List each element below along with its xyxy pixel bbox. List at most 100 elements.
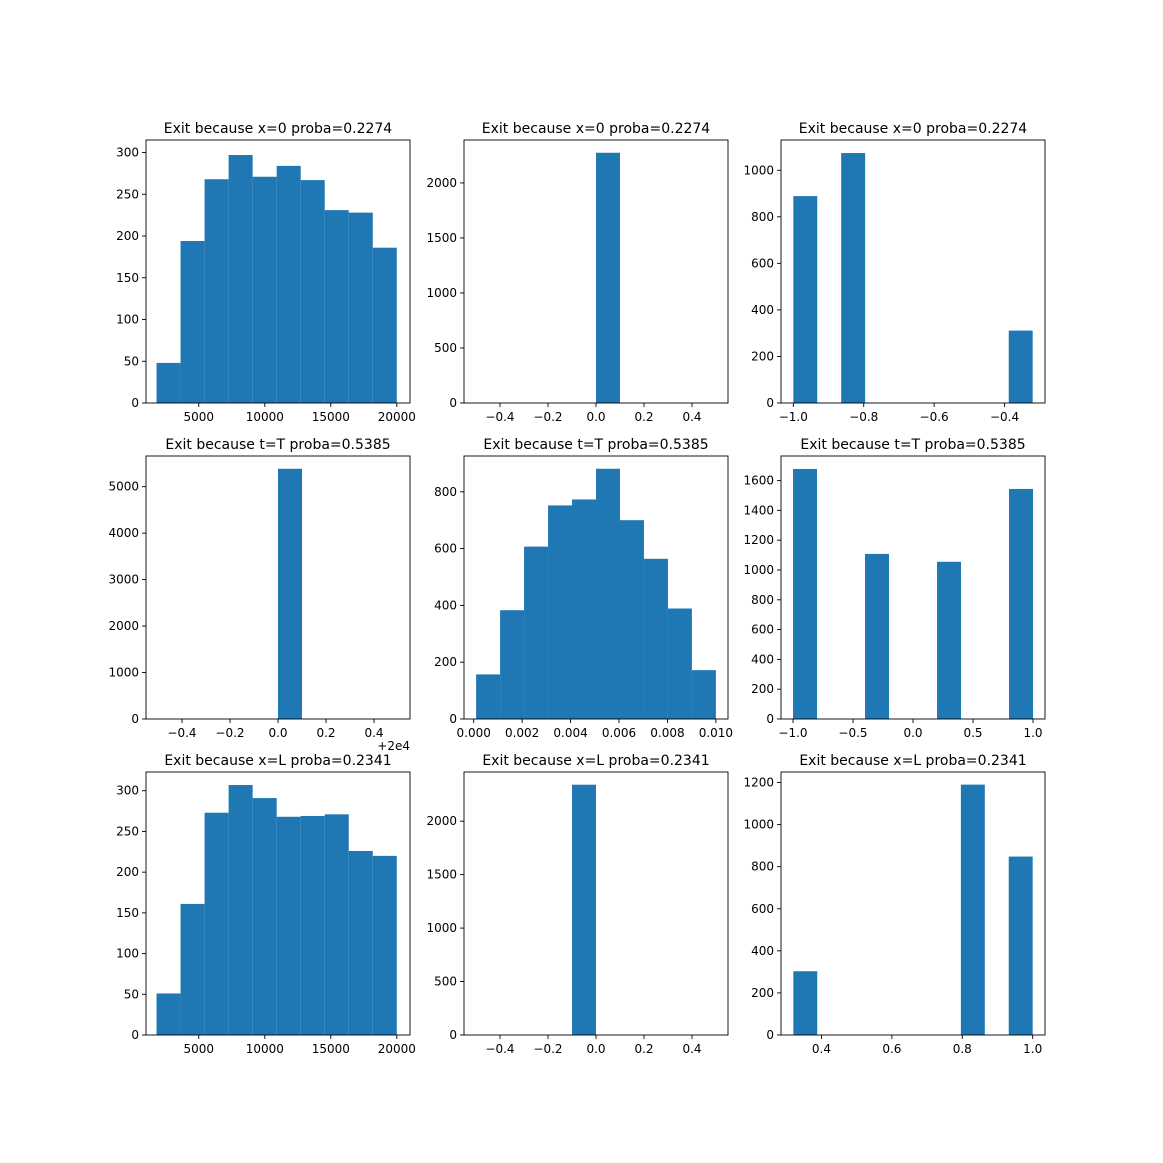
subplot-4-title: Exit because t=T proba=0.5385 — [165, 437, 390, 453]
subplot-2-xtick-label-2: −0.2 — [533, 410, 562, 424]
subplot-8-xtick-label-3: 0.0 — [586, 1042, 605, 1056]
subplot-6-ytick-label-7: 1200 — [743, 533, 774, 547]
subplot-5-xtick-label-1: 0.000 — [457, 726, 491, 740]
subplot-5-bar-2 — [500, 610, 525, 719]
subplot-1-bar-10 — [372, 247, 397, 403]
subplot-9-xtick-label-2: 0.6 — [882, 1042, 901, 1056]
subplot-6-ytick-label-8: 1400 — [743, 503, 774, 517]
subplot-1-bar-4 — [228, 155, 253, 403]
subplot-4-bar-1 — [278, 468, 302, 719]
subplot-3: −1.0 −0.8 −0.6 −0.4 0 200 400 600 800 1000 Exit be… — [743, 121, 1046, 424]
subplot-1-bar-7 — [300, 180, 325, 403]
subplot-4-ytick-label-5: 4000 — [108, 526, 139, 540]
subplot-8-title: Exit because x=L proba=0.2341 — [482, 753, 709, 769]
subplot-1-title: Exit because x=0 proba=0.2274 — [164, 121, 393, 137]
subplot-9-ytick-label-7: 1200 — [743, 776, 774, 790]
subplot-9-bar-3 — [1008, 856, 1033, 1035]
subplot-1-bar-1 — [156, 362, 181, 403]
subplot-2-xtick-label-3: 0.0 — [586, 410, 605, 424]
subplot-2-ytick-label-2: 500 — [434, 341, 457, 355]
subplot-2-ytick-label-3: 1000 — [426, 286, 457, 300]
subplot-3-bar-3 — [1008, 330, 1033, 403]
subplot-8-ytick-label-1: 0 — [449, 1028, 457, 1042]
subplot-9-bar-1 — [793, 971, 818, 1035]
subplot-4-xtick-label-4: 0.2 — [316, 726, 335, 740]
subplot-7-bar-7 — [300, 815, 325, 1035]
subplot-8-xtick-label-5: 0.4 — [682, 1042, 701, 1056]
subplot-9-frame — [780, 771, 1046, 1036]
subplot-3-title: Exit because x=0 proba=0.2274 — [799, 121, 1028, 137]
subplot-9-title: Exit because x=L proba=0.2341 — [799, 753, 1026, 769]
subplot-9-ytick-label-2: 200 — [751, 986, 774, 1000]
subplot-7-bar-5 — [252, 798, 277, 1035]
subplot-2-ytick-label-1: 0 — [449, 396, 457, 410]
subplot-1-bar-6 — [276, 165, 301, 403]
subplot-3-xtick-label-1: −1.0 — [779, 410, 808, 424]
subplot-1-frame — [145, 139, 411, 404]
subplot-9-xtick-label-1: 0.4 — [812, 1042, 831, 1056]
subplot-5-ytick-label-3: 400 — [434, 598, 457, 612]
subplot-9-ytick-label-6: 1000 — [743, 818, 774, 832]
subplot-6-ytick-label-1: 0 — [766, 712, 774, 726]
subplot-6-bar-1 — [793, 468, 817, 719]
subplot-4-xtick-label-3: 0.0 — [268, 726, 287, 740]
subplot-6-xtick-label-5: 1.0 — [1023, 726, 1042, 740]
subplot-3-ytick-label-6: 1000 — [743, 163, 774, 177]
subplot-7-bar-10 — [372, 855, 397, 1035]
subplot-7-bar-3 — [204, 812, 229, 1035]
subplot-8: −0.4 −0.2 0.0 0.2 0.4 0 500 1000 1500 2000 Exit be… — [426, 753, 729, 1056]
subplot-1-bar-8 — [324, 210, 349, 403]
subplot-4-x-offset-label: +2e4 — [377, 739, 410, 753]
subplot-6-ytick-label-2: 200 — [751, 682, 774, 696]
subplot-8-ytick-label-3: 1000 — [426, 921, 457, 935]
subplot-7-ytick-label-4: 150 — [116, 906, 139, 920]
subplot-4-ytick-label-1: 0 — [131, 712, 139, 726]
subplot-3-ytick-label-1: 0 — [766, 396, 774, 410]
subplot-7-xtick-label-2: 10000 — [246, 1042, 284, 1056]
subplot-5-xtick-label-5: 0.008 — [650, 726, 684, 740]
subplot-1-xtick-label-3: 15000 — [312, 410, 350, 424]
subplot-4-ytick-label-2: 1000 — [108, 666, 139, 680]
subplot-7-ytick-label-1: 0 — [131, 1028, 139, 1042]
subplot-9-ytick-label-5: 800 — [751, 860, 774, 874]
subplot-3-frame — [780, 139, 1046, 404]
subplot-1-xtick-label-4: 20000 — [378, 410, 416, 424]
subplot-3-xtick-label-4: −0.4 — [990, 410, 1019, 424]
subplot-5-bar-6 — [596, 468, 620, 719]
subplot-2-ytick-label-4: 1500 — [426, 231, 457, 245]
subplot-6-ytick-label-9: 1600 — [743, 474, 774, 488]
subplot-6-xtick-label-2: −0.5 — [838, 726, 867, 740]
subplot-7-bar-4 — [228, 785, 253, 1035]
subplot-3-ytick-label-4: 600 — [751, 256, 774, 270]
subplot-1-xtick-label-1: 5000 — [184, 410, 215, 424]
subplot-1-ytick-label-3: 100 — [116, 313, 139, 327]
subplot-7-bar-6 — [276, 816, 301, 1035]
subplot-5-ytick-label-2: 200 — [434, 655, 457, 669]
subplot-8-xtick-label-2: −0.2 — [533, 1042, 562, 1056]
subplot-7: 5000 10000 15000 20000 0 50 100 150 200 250 300 Exi… — [116, 753, 416, 1056]
subplot-5-ytick-label-5: 800 — [434, 485, 457, 499]
subplot-9-ytick-label-4: 600 — [751, 902, 774, 916]
subplot-7-ytick-label-2: 50 — [124, 987, 139, 1001]
subplot-5-bar-1 — [476, 674, 501, 719]
subplot-5-bar-5 — [572, 499, 596, 719]
subplot-3-xtick-label-3: −0.6 — [920, 410, 949, 424]
subplot-5-bar-10 — [691, 670, 716, 719]
subplot-7-title: Exit because x=L proba=0.2341 — [164, 753, 391, 769]
subplot-1-ytick-label-7: 300 — [116, 146, 139, 160]
subplot-5-xtick-label-3: 0.004 — [553, 726, 587, 740]
subplot-7-ytick-label-7: 300 — [116, 784, 139, 798]
subplot-6-xtick-label-3: 0.0 — [903, 726, 922, 740]
subplot-5: 0.000 0.002 0.004 0.006 0.008 0.010 0 200 400 600… — [434, 437, 733, 740]
subplot-3-xtick-label-2: −0.8 — [849, 410, 878, 424]
subplot-5-bar-9 — [667, 608, 692, 719]
subplot-1-ytick-label-1: 0 — [131, 396, 139, 410]
subplot-5-xtick-label-4: 0.006 — [602, 726, 636, 740]
subplot-9-xtick-label-4: 1.0 — [1023, 1042, 1042, 1056]
subplot-3-ytick-label-2: 200 — [751, 349, 774, 363]
subplot-7-ytick-label-5: 200 — [116, 865, 139, 879]
subplot-5-bar-7 — [619, 520, 644, 719]
subplot-7-bar-1 — [156, 993, 181, 1035]
subplot-6-ytick-label-3: 400 — [751, 652, 774, 666]
subplot-6-ytick-label-6: 1000 — [743, 563, 774, 577]
